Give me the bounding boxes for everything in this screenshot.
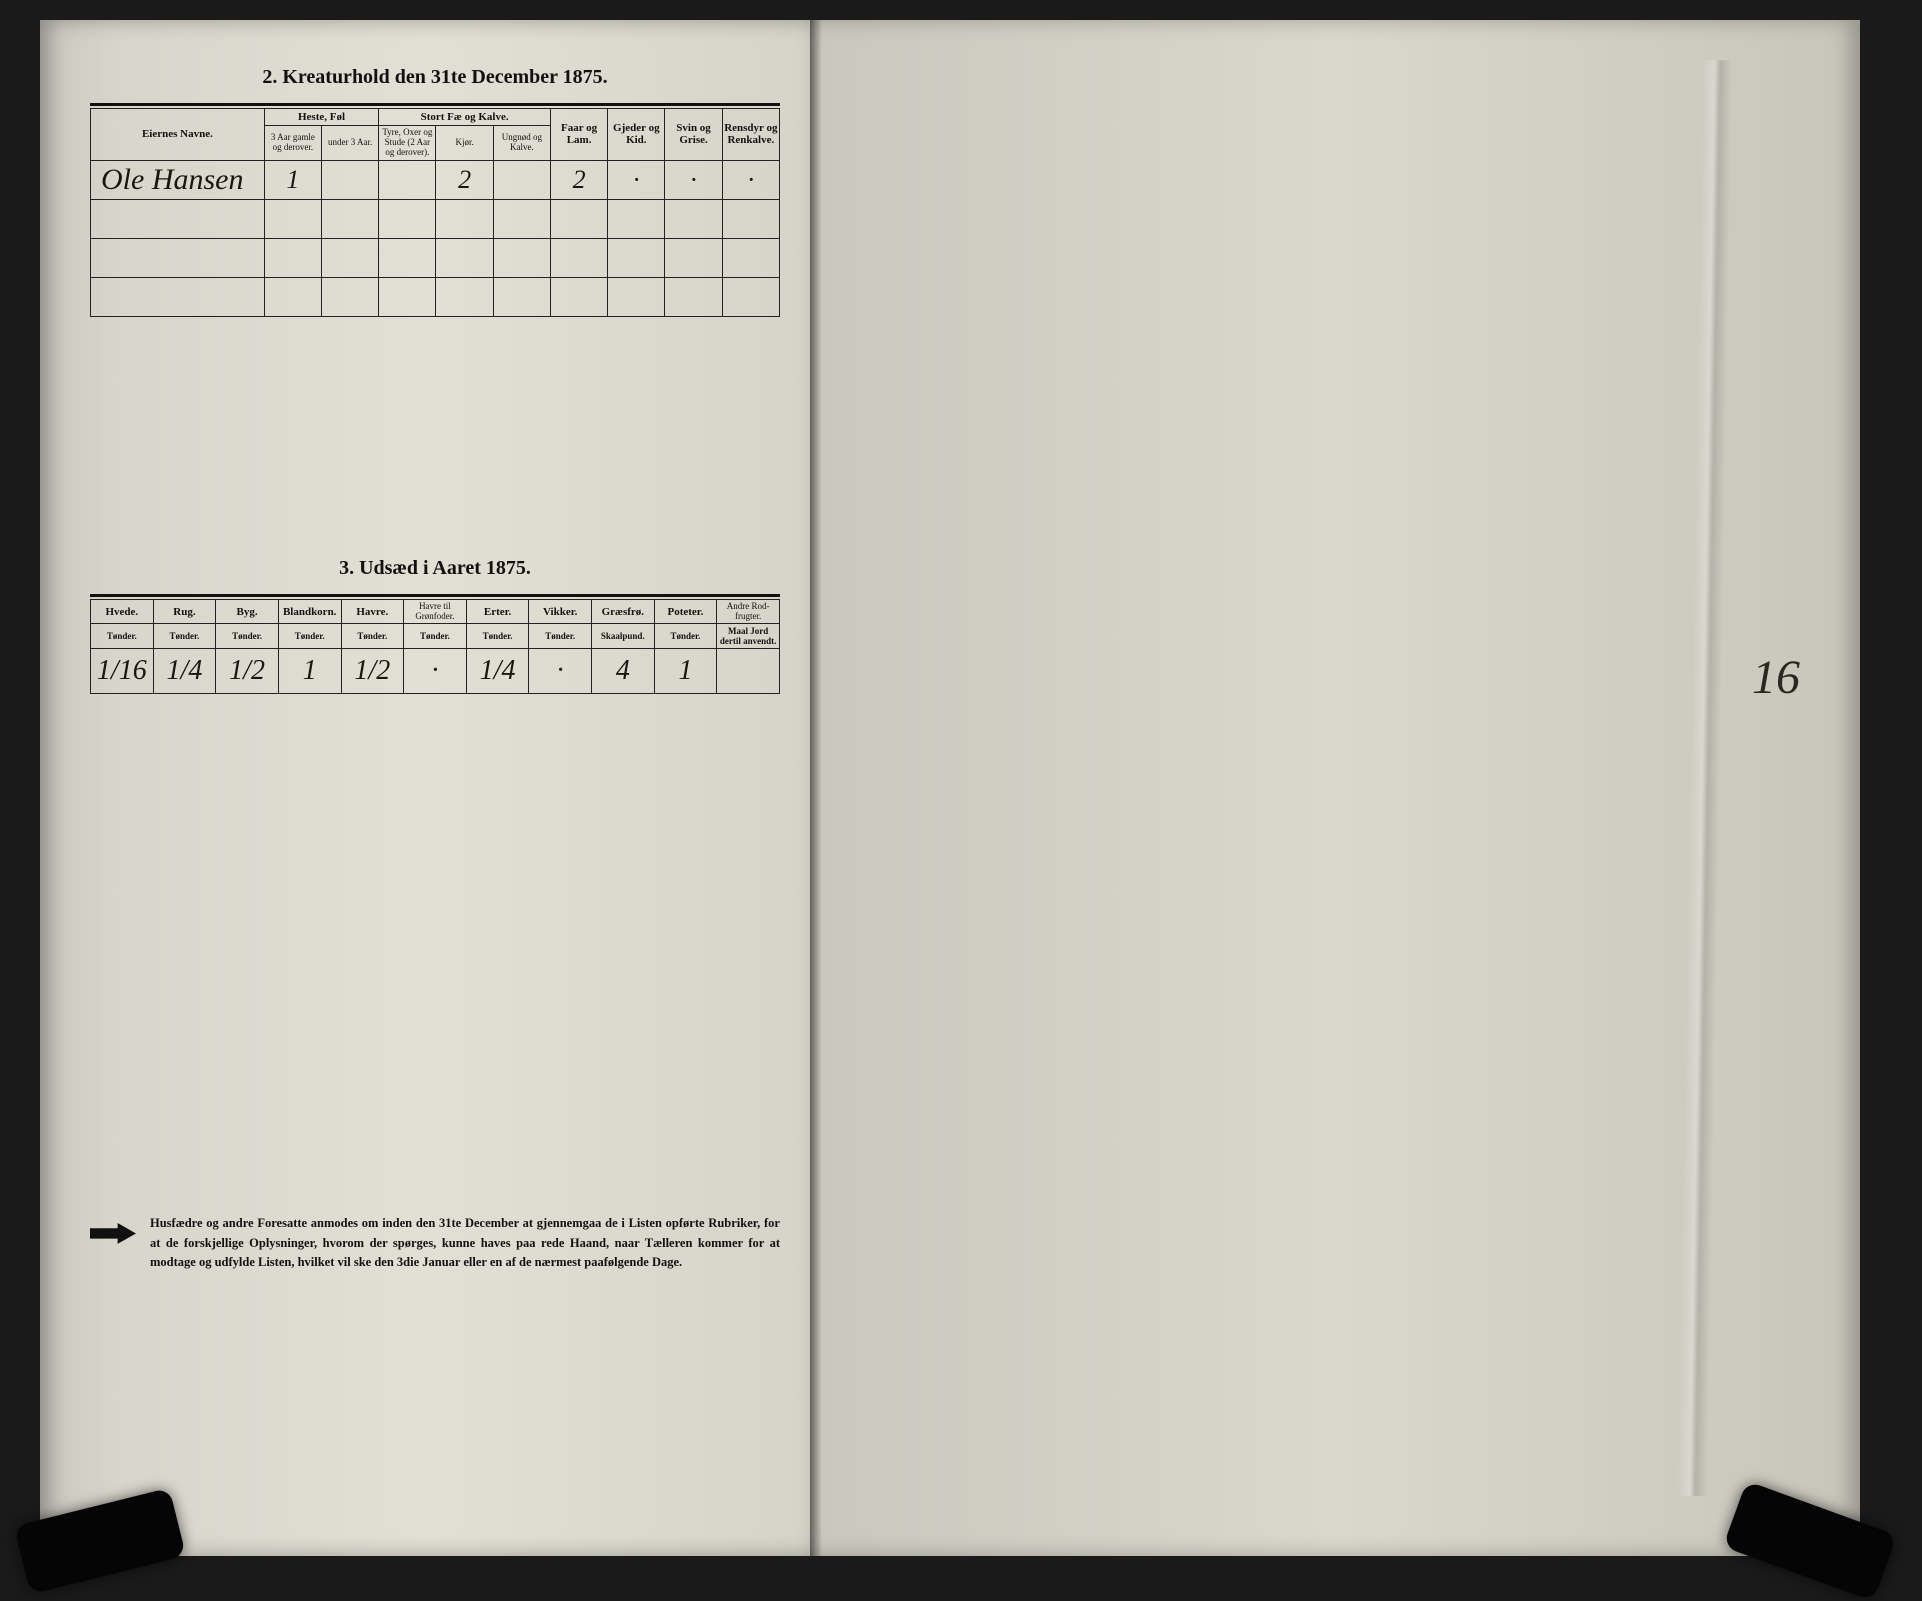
cell xyxy=(379,160,436,199)
col-sheep: Faar og Lam. xyxy=(550,109,607,161)
cell: · xyxy=(529,649,592,694)
unit: Tønder. xyxy=(153,624,216,649)
cell: · xyxy=(404,649,467,694)
col: Hvede. xyxy=(91,599,154,624)
table-row xyxy=(91,238,780,277)
cell-owner: Ole Hansen xyxy=(91,160,265,199)
cell: 2 xyxy=(436,160,493,199)
col: Byg. xyxy=(216,599,279,624)
footer-notice: Husfædre og andre Foresatte anmodes om i… xyxy=(90,1214,780,1272)
cell: 1/2 xyxy=(341,649,404,694)
col-cattle-calves: Ungnød og Kalve. xyxy=(493,126,550,161)
table-row xyxy=(91,277,780,316)
right-page: 16 xyxy=(810,20,1860,1556)
cell xyxy=(322,160,379,199)
page-clip-icon xyxy=(1723,1481,1897,1601)
cell: · xyxy=(722,160,779,199)
sowing-table: Hvede. Rug. Byg. Blandkorn. Havre. Havre… xyxy=(90,599,780,695)
cell: 1/2 xyxy=(216,649,279,694)
col-cattle-group: Stort Fæ og Kalve. xyxy=(379,109,551,126)
unit: Tønder. xyxy=(91,624,154,649)
col-cattle-bulls: Tyre, Oxer og Stude (2 Aar og derover). xyxy=(379,126,436,161)
col: Havre til Grønfoder. xyxy=(404,599,467,624)
col-goats: Gjeder og Kid. xyxy=(608,109,665,161)
cell: 1/16 xyxy=(91,649,154,694)
unit: Tønder. xyxy=(216,624,279,649)
rule xyxy=(90,594,780,597)
bleedthrough-text xyxy=(90,397,780,497)
section2-title: 2. Kreaturhold den 31te December 1875. xyxy=(90,66,780,89)
left-page: 2. Kreaturhold den 31te December 1875. E… xyxy=(40,20,810,1556)
paper-tear xyxy=(1677,60,1732,1496)
notice-text: Husfædre og andre Foresatte anmodes om i… xyxy=(150,1214,780,1272)
cell: · xyxy=(608,160,665,199)
col: Havre. xyxy=(341,599,404,624)
cell: 1 xyxy=(654,649,717,694)
col-horses-young: under 3 Aar. xyxy=(322,126,379,161)
page-number: 16 xyxy=(1752,650,1800,705)
cell: 1 xyxy=(278,649,341,694)
pointing-hand-icon xyxy=(90,1220,136,1246)
cell: 2 xyxy=(550,160,607,199)
unit: Tønder. xyxy=(529,624,592,649)
cell xyxy=(717,649,780,694)
table-row: 1/16 1/4 1/2 1 1/2 · 1/4 · 4 1 xyxy=(91,649,780,694)
cell: 1/4 xyxy=(153,649,216,694)
table-row: Ole Hansen 1 2 2 · · · xyxy=(91,160,780,199)
unit: Tønder. xyxy=(278,624,341,649)
cell: 1/4 xyxy=(466,649,529,694)
col-owner: Eiernes Navne. xyxy=(91,109,265,161)
unit: Tønder. xyxy=(654,624,717,649)
cell: 4 xyxy=(592,649,655,694)
col: Græsfrø. xyxy=(592,599,655,624)
col-pigs: Svin og Grise. xyxy=(665,109,722,161)
table-row xyxy=(91,199,780,238)
unit: Tønder. xyxy=(404,624,467,649)
col: Erter. xyxy=(466,599,529,624)
section3-title: 3. Udsæd i Aaret 1875. xyxy=(90,557,780,580)
livestock-table: Eiernes Navne. Heste, Føl Stort Fæ og Ka… xyxy=(90,108,780,317)
col: Vikker. xyxy=(529,599,592,624)
col-horses-group: Heste, Føl xyxy=(264,109,378,126)
col: Rug. xyxy=(153,599,216,624)
col: Blandkorn. xyxy=(278,599,341,624)
cell xyxy=(493,160,550,199)
unit: Skaalpund. xyxy=(592,624,655,649)
unit: Tønder. xyxy=(341,624,404,649)
cell: 1 xyxy=(264,160,321,199)
unit: Tønder. xyxy=(466,624,529,649)
col-cattle-cows: Kjør. xyxy=(436,126,493,161)
cell: · xyxy=(665,160,722,199)
rule xyxy=(90,103,780,106)
col-horses-old: 3 Aar gamle og derover. xyxy=(264,126,321,161)
col: Poteter. xyxy=(654,599,717,624)
col-reindeer: Rensdyr og Renkalve. xyxy=(722,109,779,161)
unit: Maal Jord dertil anvendt. xyxy=(717,624,780,649)
col: Andre Rod-frugter. xyxy=(717,599,780,624)
page-clip-icon xyxy=(14,1488,186,1595)
